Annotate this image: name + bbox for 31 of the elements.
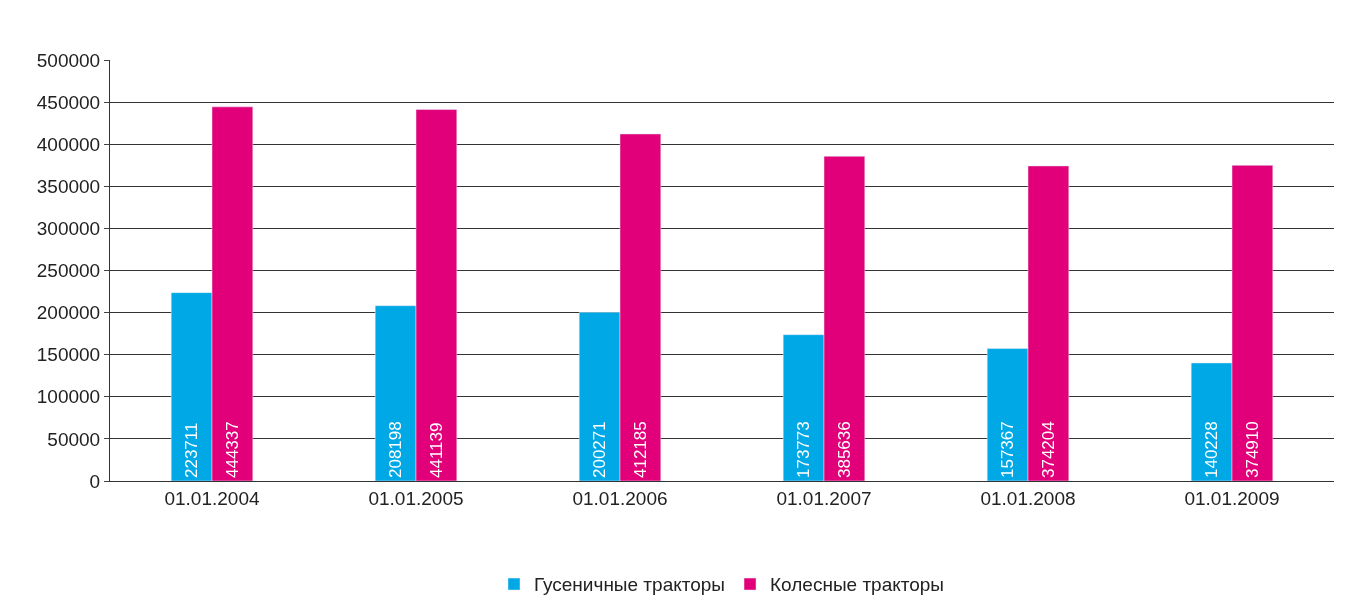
y-tick-label: 300000 bbox=[36, 218, 101, 240]
x-tick-label: 01.01.2007 bbox=[776, 487, 872, 509]
legend-label: Колесные тракторы bbox=[770, 574, 945, 596]
y-tick-label: 400000 bbox=[36, 133, 101, 155]
x-tick-label: 01.01.2004 bbox=[164, 487, 260, 509]
x-tick-label: 01.01.2009 bbox=[1184, 487, 1280, 509]
data-label: 200271 bbox=[590, 421, 610, 478]
data-label: 157367 bbox=[998, 421, 1018, 478]
x-tick-label: 01.01.2008 bbox=[980, 487, 1076, 509]
y-tick-label: 350000 bbox=[36, 175, 101, 197]
x-tick-label: 01.01.2006 bbox=[572, 487, 668, 509]
data-label: 412185 bbox=[630, 421, 650, 478]
y-tick-label: 50000 bbox=[47, 428, 101, 450]
y-tick-label: 100000 bbox=[36, 386, 101, 408]
data-label: 223711 bbox=[182, 422, 202, 478]
y-tick-label: 250000 bbox=[36, 260, 101, 282]
data-label: 140228 bbox=[1202, 421, 1222, 478]
data-label: 208198 bbox=[386, 421, 406, 478]
data-label: 374204 bbox=[1038, 421, 1058, 478]
data-label: 385636 bbox=[834, 421, 854, 478]
x-tick-label: 01.01.2005 bbox=[368, 487, 464, 509]
y-tick-label: 450000 bbox=[36, 91, 101, 113]
data-label: 444337 bbox=[222, 421, 242, 478]
data-label: 173773 bbox=[794, 421, 814, 478]
data-label: 374910 bbox=[1242, 421, 1262, 478]
data-label: 441139 bbox=[426, 422, 446, 478]
y-tick-label: 500000 bbox=[36, 49, 101, 71]
legend-label: Гусеничные тракторы bbox=[534, 574, 726, 596]
y-tick-label: 150000 bbox=[36, 344, 101, 366]
y-tick-label: 0 bbox=[89, 470, 101, 492]
y-tick-label: 200000 bbox=[36, 302, 101, 324]
